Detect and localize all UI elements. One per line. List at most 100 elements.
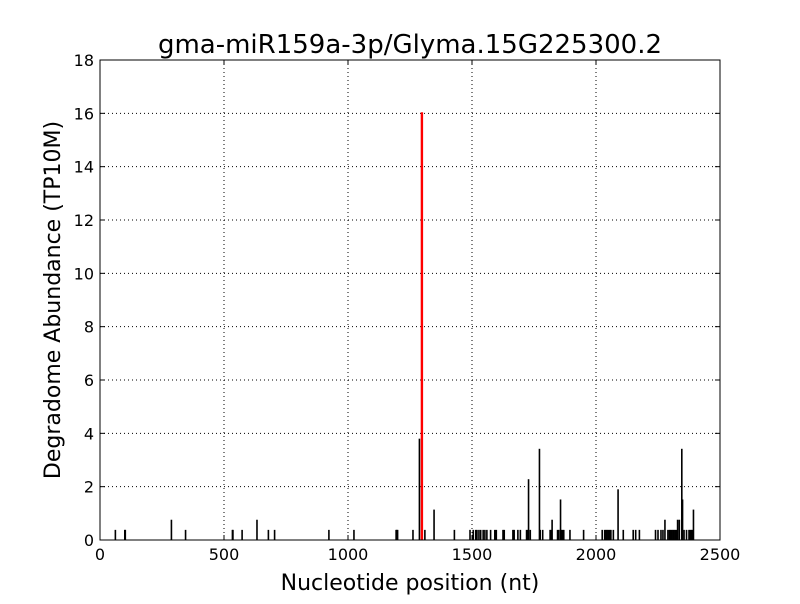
bar [561,529,564,540]
bar [503,529,506,540]
chart-title: gma-miR159a-3p/Glyma.15G225300.2 [158,30,662,60]
y-tick-label: 16 [74,104,94,123]
bar [476,529,478,540]
bar [681,448,683,540]
bar [527,479,530,540]
bar [541,529,544,540]
bar [692,509,695,540]
x-tick-label: 2000 [576,545,617,564]
x-tick-label: 0 [95,545,105,564]
bar [603,529,606,540]
y-tick-label: 6 [84,371,94,390]
bar [529,529,532,540]
bar [474,529,477,540]
bar [556,529,559,540]
bar [558,529,560,540]
bar [538,448,541,540]
bar [662,529,664,540]
bar [433,509,435,540]
bar [124,529,127,540]
y-tick-label: 4 [84,424,94,443]
bar [469,529,471,540]
bar [412,529,414,540]
bar [517,529,519,540]
bar [674,529,677,540]
bar [489,529,492,540]
plot-frame [99,59,721,541]
bar [424,529,426,540]
bar [453,529,456,540]
bar [256,519,258,540]
bar [114,529,117,540]
bar [273,529,276,540]
bar [495,529,498,540]
bar [608,529,611,540]
bar [267,529,270,540]
bar [184,529,187,540]
bar [691,529,694,540]
bar [688,529,690,540]
bar [502,529,504,540]
bar [494,529,496,540]
bar [478,529,480,540]
bar [484,529,486,540]
bar [632,529,634,540]
bar [582,529,585,540]
bar [612,529,615,540]
bar [562,529,565,540]
bar [622,529,625,540]
bar [670,529,673,540]
bar [617,489,619,540]
bar [519,529,522,540]
bar [606,529,608,540]
bar [539,529,541,540]
bar [549,529,551,540]
bar [513,529,515,540]
bar [601,529,603,540]
bar [678,519,681,540]
bar [525,529,528,540]
bar [638,529,641,540]
bar [482,529,484,540]
bar [667,529,669,540]
y-tick-label: 10 [74,264,94,283]
bar [610,529,612,540]
bar [605,529,607,540]
bar [479,529,482,540]
bar [170,519,173,540]
bar [328,529,330,540]
bar [634,529,637,540]
bar [668,529,671,540]
bars [114,112,695,541]
bar [472,529,475,540]
highlight-bar [420,112,424,541]
bar [685,529,688,540]
bar [241,529,243,540]
bar [418,438,421,540]
grid-lines [99,59,721,541]
bar [675,529,678,540]
bar [673,529,675,540]
y-tick-label: 18 [74,51,94,70]
x-tick-label: 2500 [700,545,741,564]
bar [669,529,672,540]
bar [657,529,659,540]
bar [654,529,657,540]
bar [396,529,399,540]
y-tick-label: 12 [74,211,94,230]
bar [683,529,685,540]
x-tick-label: 1500 [452,545,493,564]
ticks: 0 500 1000 1500 2000 2500 0 2 4 6 8 10 12 14 16 18 [74,51,741,564]
bar [512,529,514,540]
bar [486,529,488,540]
x-axis-label: Nucleotide position (nt) [281,571,540,596]
x-tick-label: 1000 [328,545,369,564]
bar [560,529,563,540]
y-tick-label: 14 [74,158,94,177]
y-tick-label: 2 [84,478,94,497]
bar [559,499,562,540]
bar [681,499,684,540]
bar [232,529,234,540]
bar [569,529,571,540]
